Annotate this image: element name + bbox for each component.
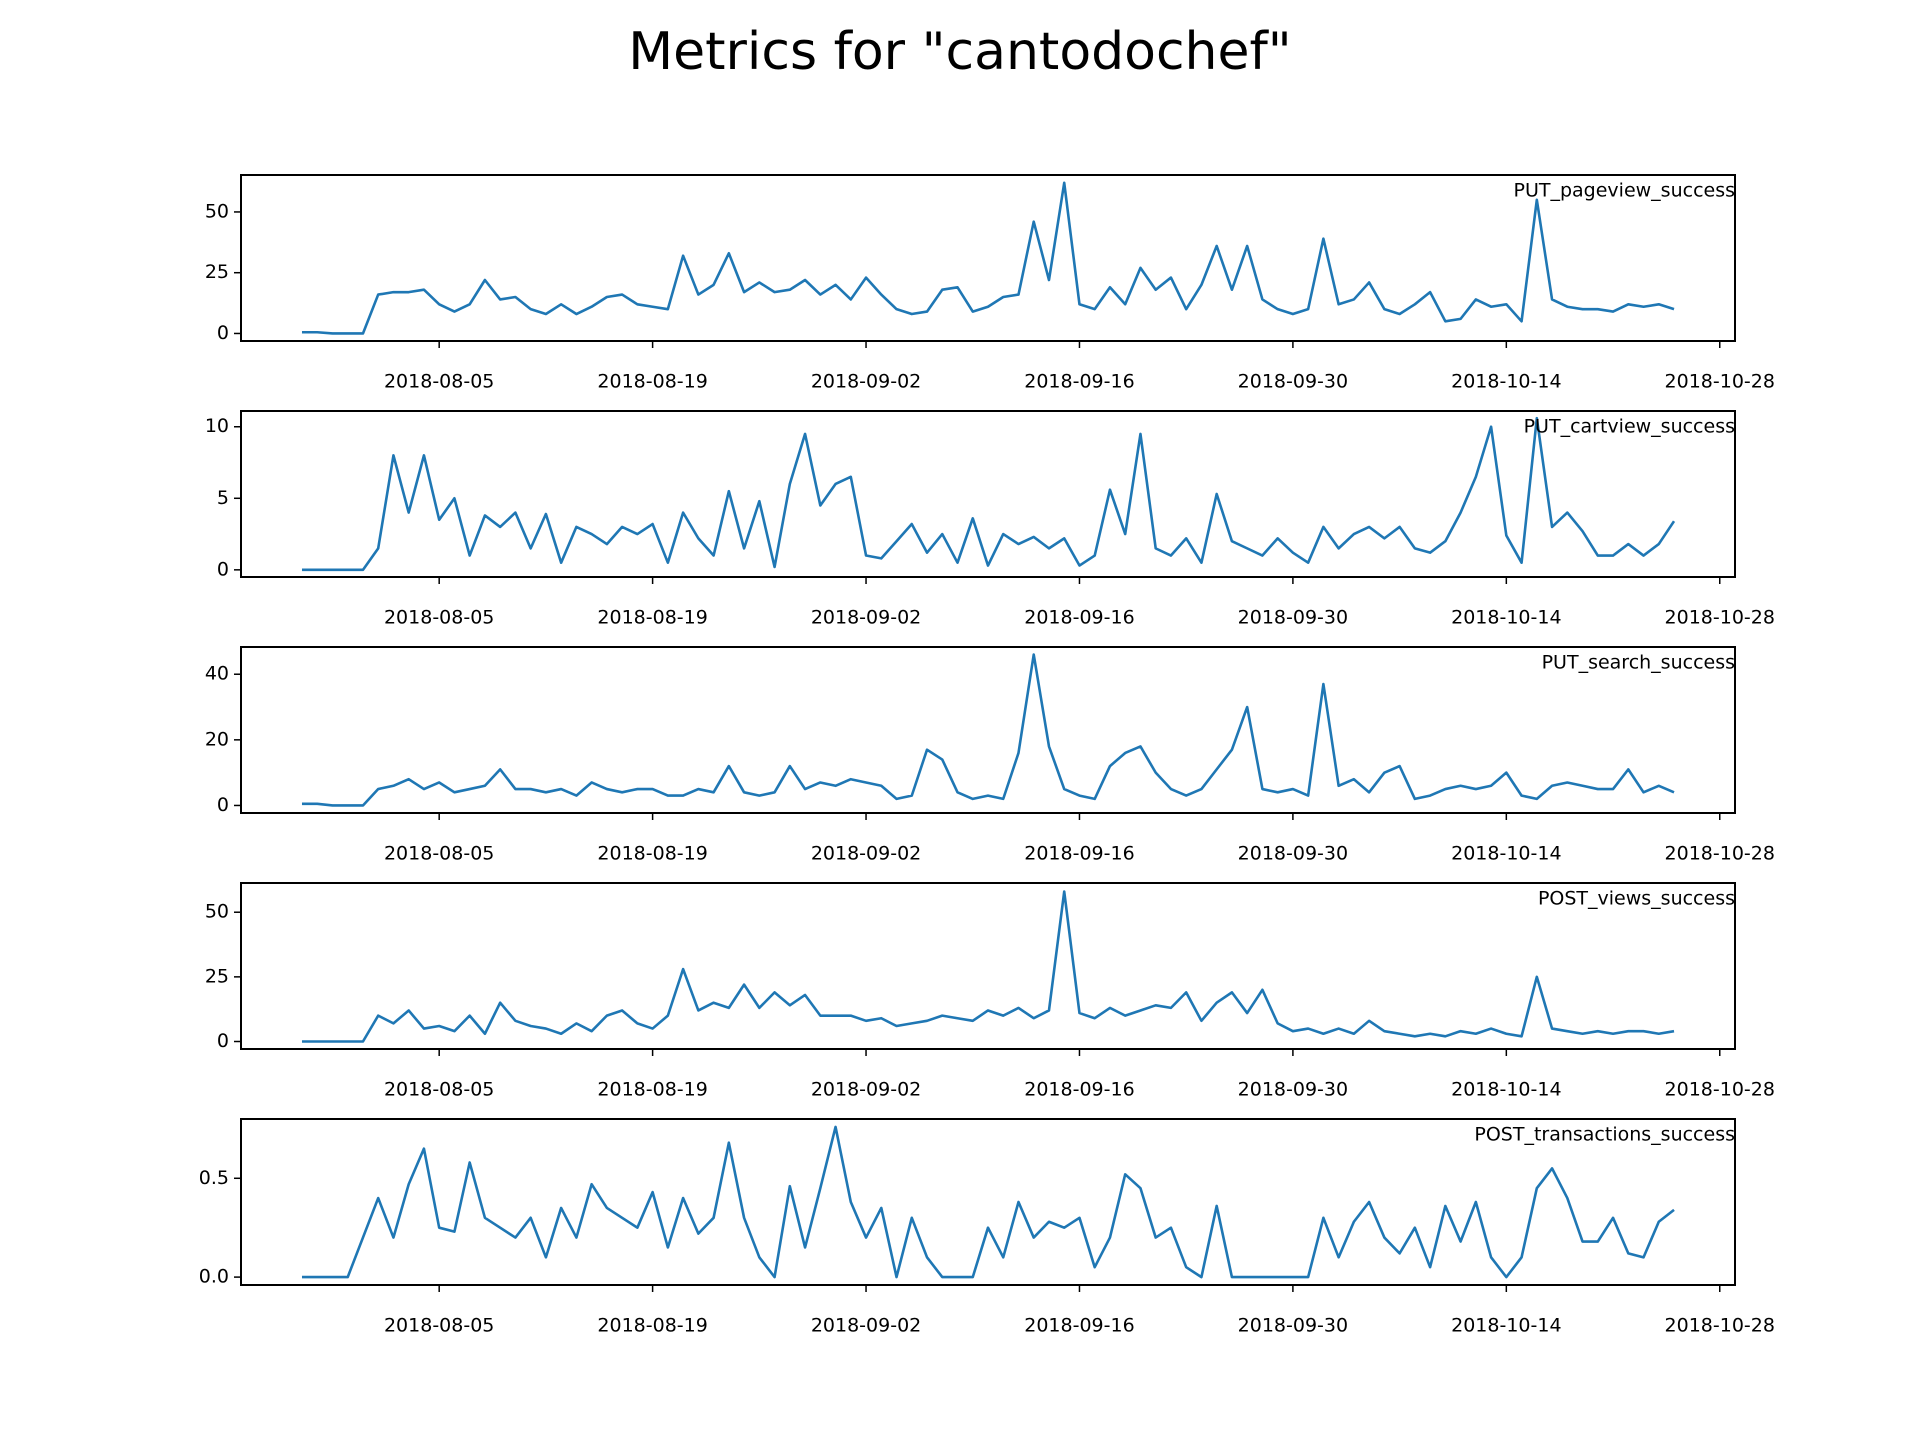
legend-label: PUT_cartview_success [1524,416,1735,438]
y-tick-label: 50 [205,200,229,222]
x-tick-label: 2018-09-30 [1238,1315,1348,1337]
x-tick-label: 2018-09-02 [811,371,921,393]
subplot: 0 20 40 2018-08-05 2018-08-19 2018-09-02 2018-… [205,646,1775,865]
y-tick-label: 0 [217,558,229,580]
x-tick-label: 2018-10-14 [1451,843,1561,865]
x-tick-label: 2018-10-28 [1665,843,1775,865]
x-tick-label: 2018-08-05 [384,371,494,393]
y-tick-label: 0.5 [199,1167,229,1189]
axes-frame [240,646,1736,814]
y-tick-label: 20 [205,728,229,750]
subplot: 0 5 10 2018-08-05 2018-08-19 2018-09-02 2018-0… [205,410,1775,629]
y-tick-label: 10 [205,415,229,437]
y-tick-label: 0.0 [199,1266,229,1288]
x-tick-label: 2018-09-30 [1238,1079,1348,1101]
legend-label: POST_transactions_success [1474,1124,1735,1146]
x-tick-label: 2018-08-19 [597,1315,707,1337]
series-line [301,890,1675,1043]
plot-area [301,1125,1675,1279]
subplot: 0 25 50 2018-08-05 2018-08-19 2018-09-02 2018-… [205,174,1775,393]
x-tick-label: 2018-10-28 [1665,607,1775,629]
plot-area [301,890,1675,1043]
x-tick-label: 2018-08-19 [597,1079,707,1101]
x-tick-label: 2018-08-19 [597,371,707,393]
legend-label: POST_views_success [1538,888,1735,910]
axes-frame [240,174,1736,342]
x-tick-label: 2018-09-02 [811,843,921,865]
figure-title: Metrics for "cantodochef" [628,22,1291,82]
subplot: 0.0 0.5 2018-08-05 2018-08-19 2018-09-02 2018… [199,1118,1775,1337]
plot-area [301,653,1675,807]
y-tick-label: 0 [217,794,229,816]
y-tick-label: 50 [205,901,229,923]
series-line [301,1125,1675,1279]
x-tick-label: 2018-10-28 [1665,1079,1775,1101]
legend-label: PUT_search_success [1542,652,1735,674]
legend-label: PUT_pageview_success [1514,180,1736,202]
x-tick-label: 2018-08-05 [384,1315,494,1337]
x-tick-label: 2018-09-02 [811,607,921,629]
x-tick-label: 2018-10-14 [1451,1079,1561,1101]
x-tick-label: 2018-08-05 [384,843,494,865]
x-tick-label: 2018-10-28 [1665,1315,1775,1337]
y-tick-label: 0 [217,322,229,344]
x-tick-label: 2018-09-16 [1024,371,1134,393]
series-line [301,416,1676,572]
x-tick-label: 2018-08-19 [597,843,707,865]
x-tick-label: 2018-09-02 [811,1079,921,1101]
plot-area [301,181,1675,335]
y-tick-label: 40 [205,663,229,685]
axes-frame [240,410,1736,578]
x-tick-label: 2018-09-16 [1024,843,1134,865]
x-tick-label: 2018-09-16 [1024,607,1134,629]
x-tick-label: 2018-10-14 [1451,1315,1561,1337]
y-tick-label: 0 [217,1030,229,1052]
series-line [301,181,1675,335]
y-tick-label: 5 [217,487,229,509]
series-line [301,653,1675,807]
x-tick-label: 2018-08-19 [597,607,707,629]
x-tick-label: 2018-09-30 [1238,371,1348,393]
x-tick-label: 2018-09-02 [811,1315,921,1337]
x-tick-label: 2018-08-05 [384,1079,494,1101]
subplot: 0 25 50 2018-08-05 2018-08-19 2018-09-02 2018-… [205,882,1775,1101]
y-tick-label: 25 [205,261,229,283]
x-tick-label: 2018-09-30 [1238,843,1348,865]
x-tick-label: 2018-09-30 [1238,607,1348,629]
x-tick-label: 2018-10-28 [1665,371,1775,393]
x-tick-label: 2018-09-16 [1024,1315,1134,1337]
axes-frame [240,1118,1736,1286]
x-tick-label: 2018-09-16 [1024,1079,1134,1101]
x-tick-label: 2018-10-14 [1451,371,1561,393]
y-tick-label: 25 [205,965,229,987]
axes-frame [240,882,1736,1050]
plot-area [301,416,1676,572]
x-tick-label: 2018-10-14 [1451,607,1561,629]
x-tick-label: 2018-08-05 [384,607,494,629]
